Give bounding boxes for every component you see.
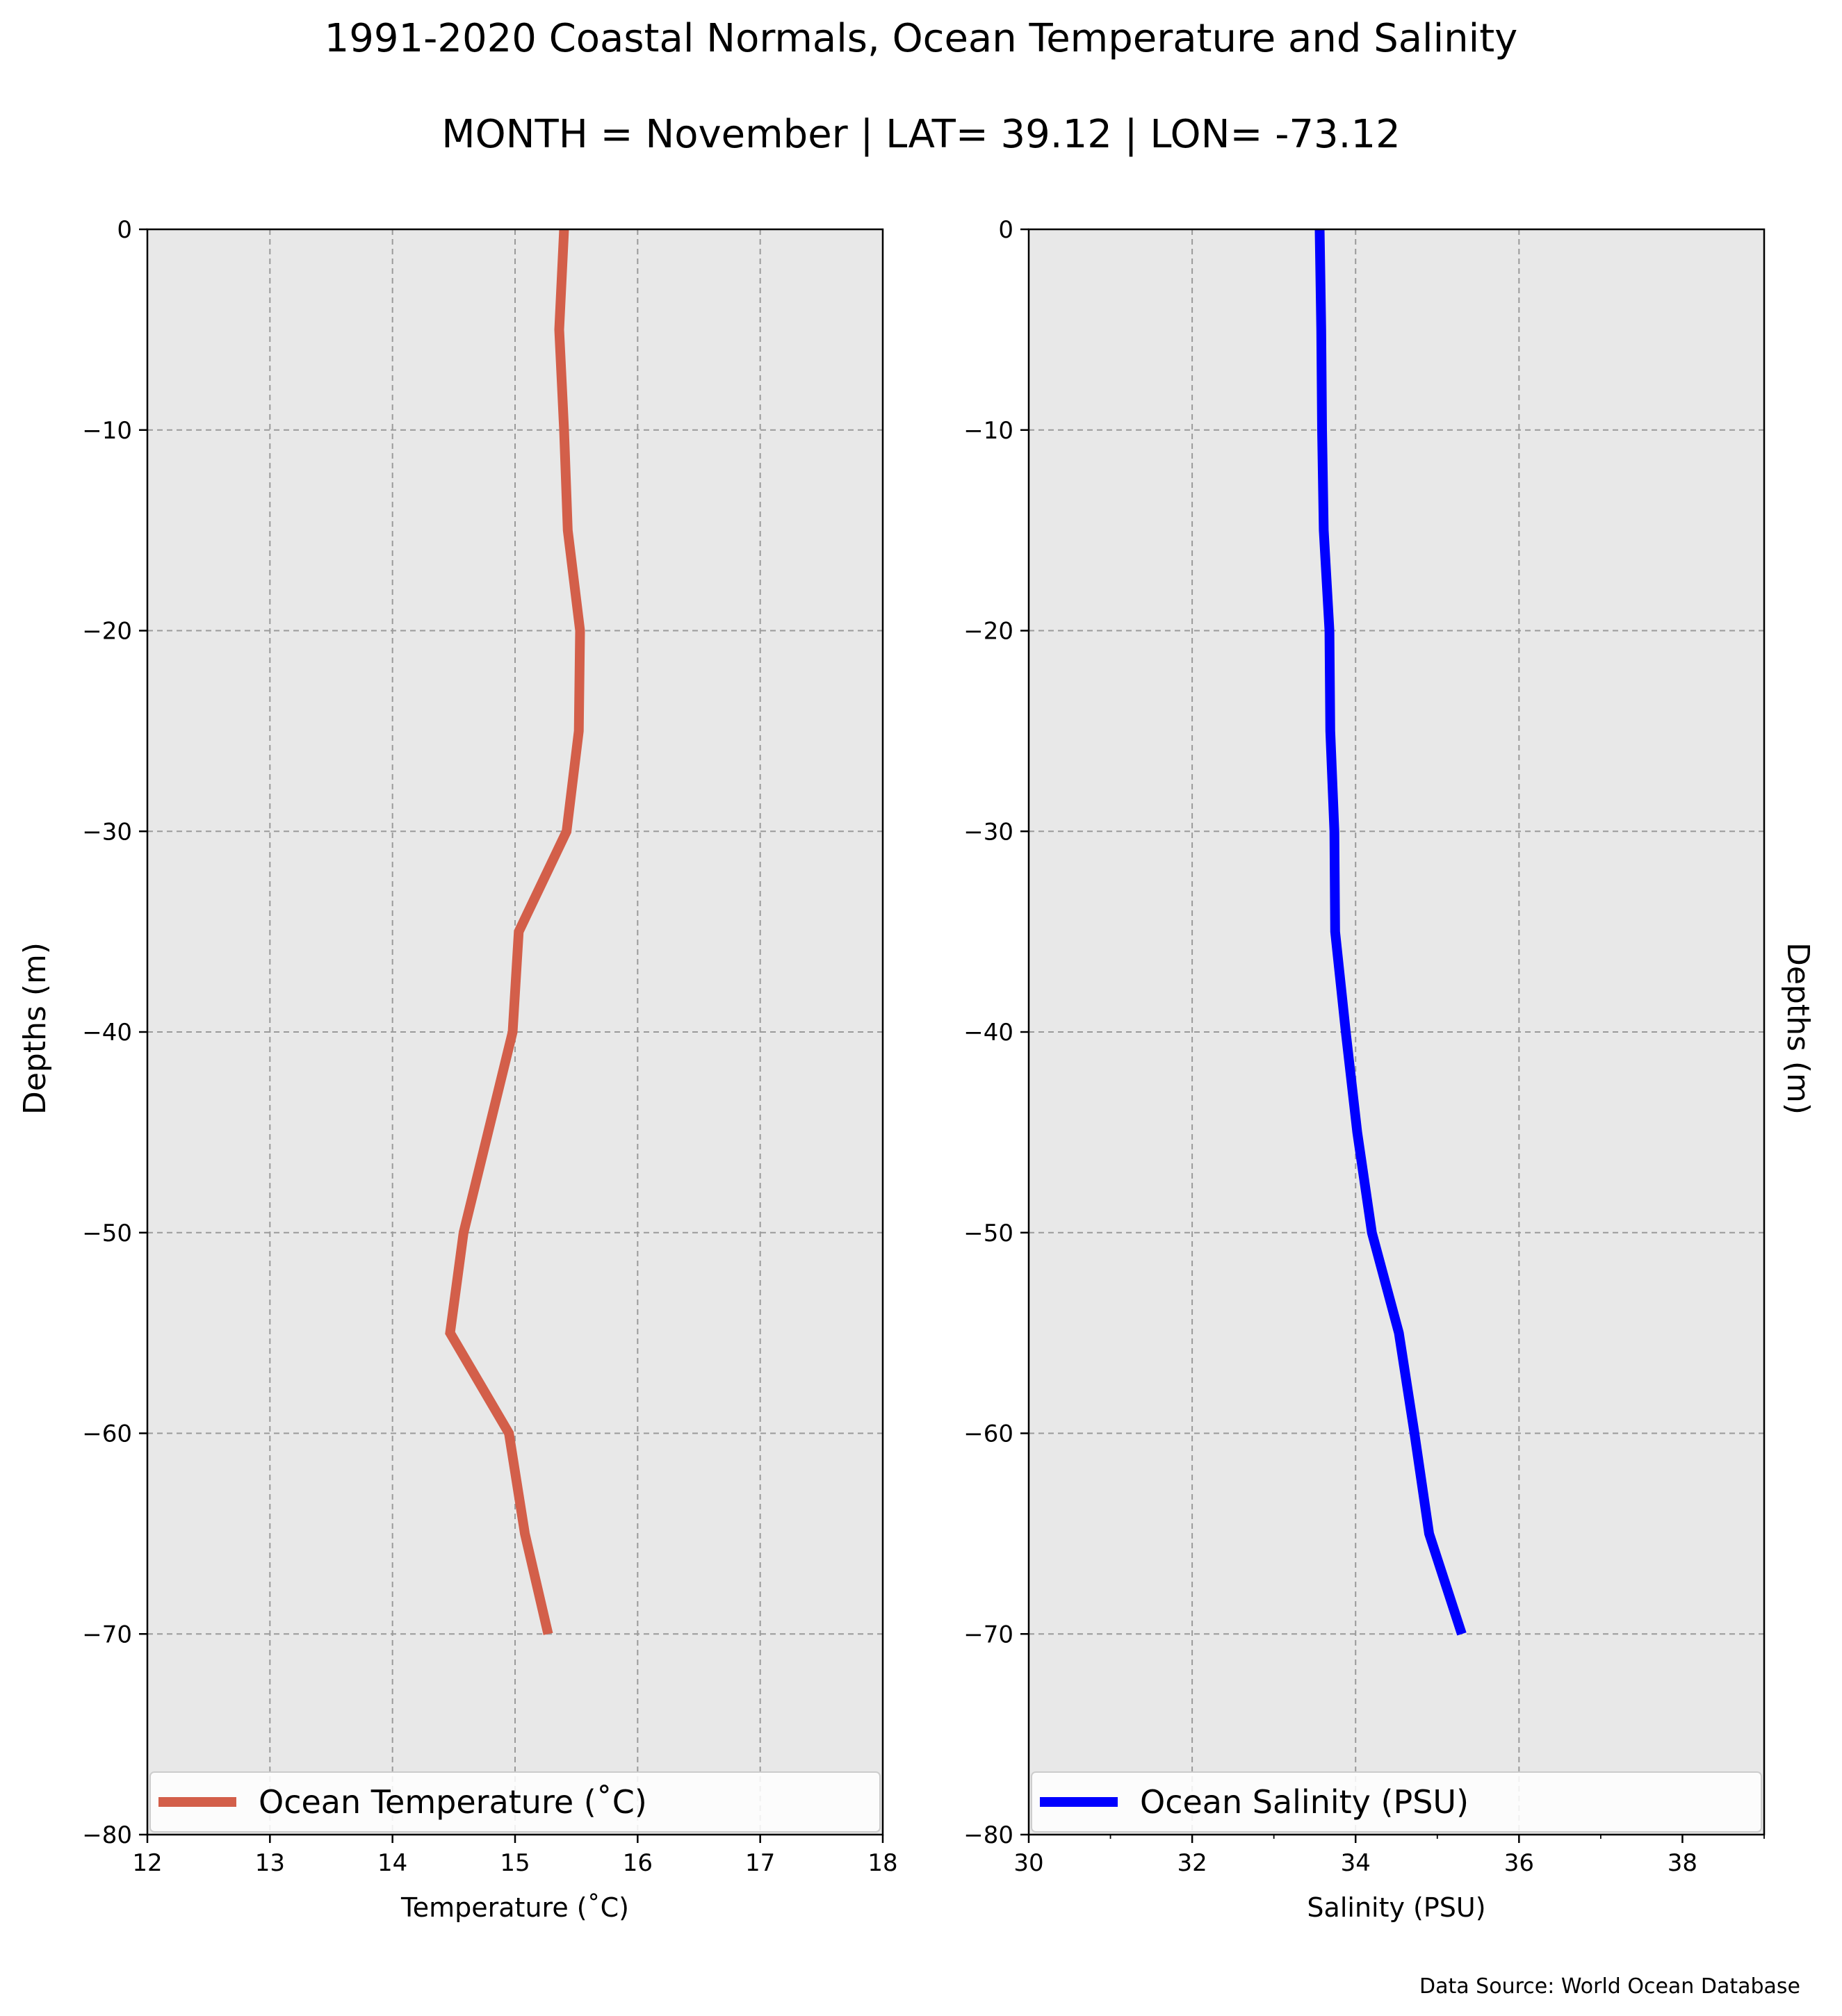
temperature-y-tick-label: 0 <box>117 216 132 244</box>
temperature-x-tick-label: 15 <box>500 1849 530 1877</box>
salinity-x-tick-label: 30 <box>1013 1849 1043 1877</box>
chart-title: 1991-2020 Coastal Normals, Ocean Tempera… <box>325 16 1518 61</box>
temperature-y-tick-label: −30 <box>82 818 132 846</box>
salinity-legend-box <box>1031 1771 1762 1833</box>
salinity-x-tick-label: 34 <box>1341 1849 1371 1877</box>
temperature-y-tick-label: −50 <box>82 1220 132 1247</box>
temperature-panel: Ocean Temperature (˚C) 12 13 14 15 16 17 18 0 −10… <box>82 216 897 1923</box>
salinity-y-tick-label: −50 <box>963 1220 1013 1247</box>
temperature-y-tick-label: −60 <box>82 1420 132 1448</box>
temperature-legend-label: Ocean Temperature (˚C) <box>259 1783 647 1821</box>
temperature-x-tick-label: 13 <box>255 1849 285 1877</box>
salinity-x-axis-label: Salinity (PSU) <box>1307 1892 1485 1923</box>
salinity-x-tick-label: 32 <box>1177 1849 1207 1877</box>
temperature-x-tick-label: 18 <box>867 1849 897 1877</box>
salinity-x-tick-label: 36 <box>1504 1849 1534 1877</box>
salinity-y-tick-label: −30 <box>963 818 1013 846</box>
temperature-x-tick-label: 14 <box>377 1849 407 1877</box>
temperature-y-tick-label: −80 <box>82 1821 132 1849</box>
salinity-y-tick-label: −20 <box>963 618 1013 646</box>
temperature-y-tick-label: −40 <box>82 1019 132 1047</box>
salinity-legend: Ocean Salinity (PSU) <box>1031 1771 1762 1833</box>
left-depth-axis-label: Depths (m) <box>17 942 53 1115</box>
temperature-y-tick-label: −10 <box>82 417 132 445</box>
data-source-note: Data Source: World Ocean Database <box>1419 1974 1800 1999</box>
temperature-legend-box <box>149 1771 881 1833</box>
temperature-y-tick-label: −70 <box>82 1621 132 1648</box>
salinity-plot-area <box>1029 229 1764 1835</box>
temperature-y-tick-label: −20 <box>82 618 132 646</box>
salinity-y-tick-label: 0 <box>998 216 1013 244</box>
salinity-y-tick-label: −80 <box>963 1821 1013 1849</box>
temperature-x-tick-label: 16 <box>623 1849 653 1877</box>
salinity-panel: Ocean Salinity (PSU) 30 32 34 36 38 0 −10 −20 −30… <box>963 216 1766 1923</box>
salinity-y-tick-label: −70 <box>963 1621 1013 1648</box>
temperature-x-tick-label: 12 <box>132 1849 162 1877</box>
chart-subtitle: MONTH = November | LAT= 39.12 | LON= -73… <box>441 112 1401 157</box>
salinity-x-tick-label: 38 <box>1668 1849 1697 1877</box>
salinity-y-tick-label: −40 <box>963 1019 1013 1047</box>
temperature-x-tick-label: 17 <box>745 1849 775 1877</box>
right-depth-axis-label: Depths (m) <box>1780 942 1816 1115</box>
salinity-y-tick-label: −60 <box>963 1420 1013 1448</box>
temperature-legend: Ocean Temperature (˚C) <box>149 1771 881 1833</box>
temperature-x-axis-label: Temperature (˚C) <box>400 1892 629 1923</box>
salinity-legend-label: Ocean Salinity (PSU) <box>1140 1783 1469 1821</box>
salinity-y-tick-label: −10 <box>963 417 1013 445</box>
